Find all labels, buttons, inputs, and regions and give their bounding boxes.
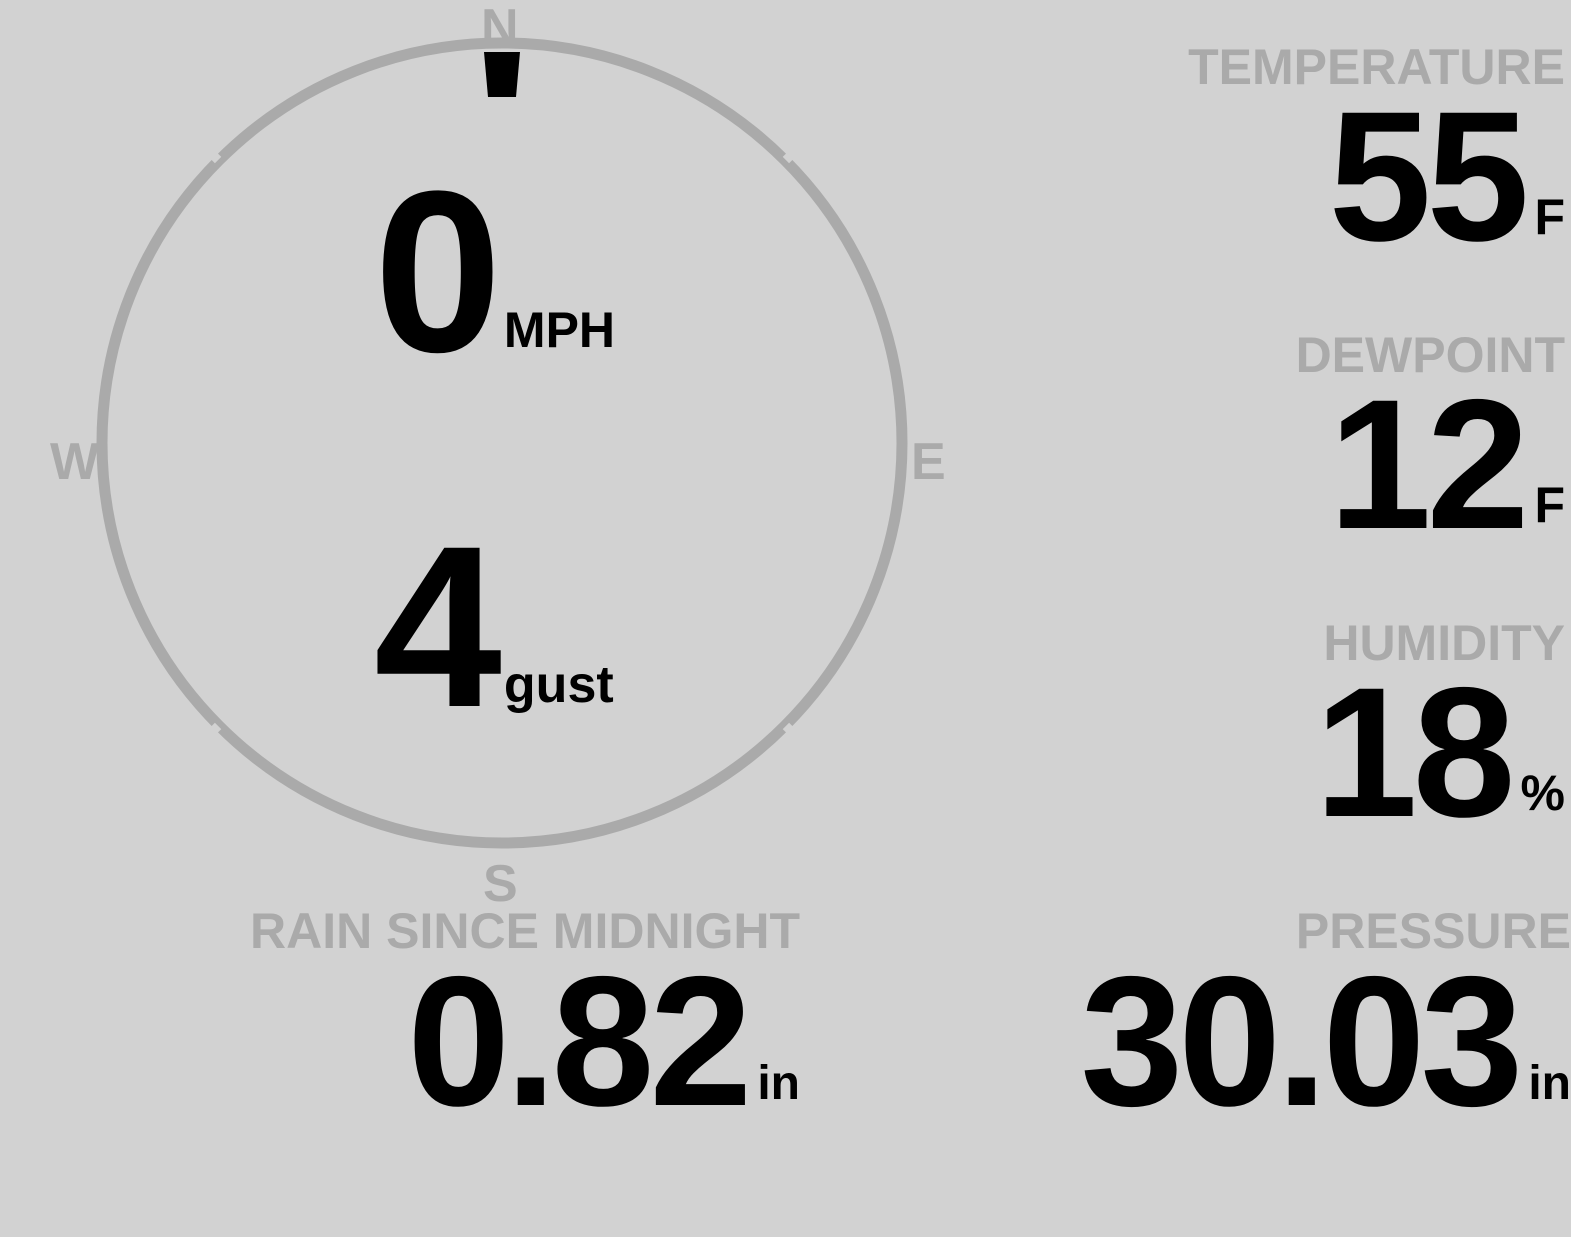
stat-humidity-value: 18 bbox=[1314, 650, 1516, 856]
wind-gust-value: 4 bbox=[374, 498, 502, 755]
compass-ring-circle bbox=[96, 37, 908, 849]
compass-ring-svg bbox=[96, 37, 908, 849]
wind-speed-unit: MPH bbox=[503, 302, 616, 358]
compass-label-north: N bbox=[481, 0, 519, 57]
stat-dewpoint-label: DEWPOINT bbox=[1295, 327, 1565, 383]
compass-label-south: S bbox=[483, 855, 518, 913]
stat-pressure-value-row: 30.03 in bbox=[880, 939, 1571, 1145]
stat-temperature-unit: F bbox=[1534, 189, 1565, 245]
stat-rain-since-midnight: RAIN SINCE MIDNIGHT 0.82 in bbox=[240, 903, 800, 1145]
compass-label-west: W bbox=[50, 433, 99, 491]
compass-minor-ticks bbox=[203, 145, 801, 741]
stat-humidity-value-row: 18 % bbox=[1045, 650, 1565, 856]
stat-pressure-value: 30.03 bbox=[1080, 939, 1523, 1145]
stat-humidity-label: HUMIDITY bbox=[1323, 615, 1565, 671]
stat-dewpoint: DEWPOINT 12 F bbox=[1045, 327, 1565, 568]
stat-dewpoint-value-row: 12 F bbox=[1045, 362, 1565, 568]
stat-temperature-label: TEMPERATURE bbox=[1188, 39, 1565, 95]
wind-gust-unit: gust bbox=[503, 656, 614, 714]
wind-gust-readout: 4 gust bbox=[374, 498, 614, 755]
compass-label-east: E bbox=[911, 433, 946, 491]
stat-temperature-value: 55 bbox=[1328, 74, 1530, 280]
stat-pressure-label: PRESSURE bbox=[1295, 903, 1571, 959]
stat-rain-value: 0.82 bbox=[407, 939, 752, 1145]
stat-pressure-unit: in bbox=[1528, 1057, 1571, 1110]
stat-rain-label: RAIN SINCE MIDNIGHT bbox=[250, 903, 800, 959]
stat-temperature: TEMPERATURE 55 F bbox=[1045, 39, 1565, 280]
stat-temperature-value-row: 55 F bbox=[1045, 74, 1565, 280]
stat-humidity: HUMIDITY 18 % bbox=[1045, 615, 1565, 856]
wind-speed-value: 0 bbox=[374, 143, 502, 400]
stat-dewpoint-unit: F bbox=[1534, 477, 1565, 533]
stat-dewpoint-value: 12 bbox=[1328, 362, 1530, 568]
stat-humidity-unit: % bbox=[1520, 765, 1565, 821]
stat-rain-unit: in bbox=[757, 1057, 800, 1110]
wind-direction-marker bbox=[484, 52, 520, 97]
wind-speed-readout: 0 MPH bbox=[374, 143, 616, 400]
stat-rain-value-row: 0.82 in bbox=[240, 939, 800, 1145]
wind-compass-gauge: N S W E 0 MPH 4 gust bbox=[0, 0, 1010, 910]
stat-pressure: PRESSURE 30.03 in bbox=[880, 903, 1571, 1145]
